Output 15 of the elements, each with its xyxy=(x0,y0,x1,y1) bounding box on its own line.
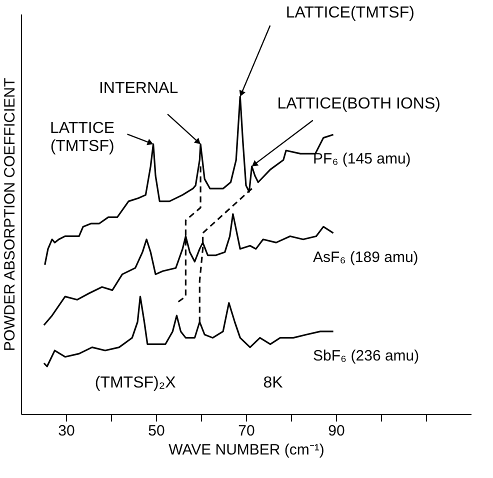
x-tick-label: 30 xyxy=(58,422,75,440)
annotation: LATTICE (TMTSF) xyxy=(50,120,115,156)
annotation: (TMTSF)₂X xyxy=(94,374,176,392)
x-tick-label: 70 xyxy=(238,422,255,440)
y-axis-title: POWDER ABSORPTION COEFFICIENT xyxy=(2,78,18,352)
x-axis-title: WAVE NUMBER (cm⁻¹) xyxy=(168,442,324,458)
annotation: INTERNAL xyxy=(98,80,178,98)
annotation: 8K xyxy=(263,374,284,392)
series-label: PF₆ (145 amu) xyxy=(313,150,411,168)
x-tick-label: 50 xyxy=(148,422,165,440)
series-label: AsF₆ (189 amu) xyxy=(313,248,418,266)
series-label: SbF₆ (236 amu) xyxy=(313,347,420,364)
annotation: LATTICE(BOTH IONS) xyxy=(277,95,440,112)
x-tick-label: 90 xyxy=(328,422,345,440)
annotation: LATTICE(TMTSF) xyxy=(286,4,414,22)
